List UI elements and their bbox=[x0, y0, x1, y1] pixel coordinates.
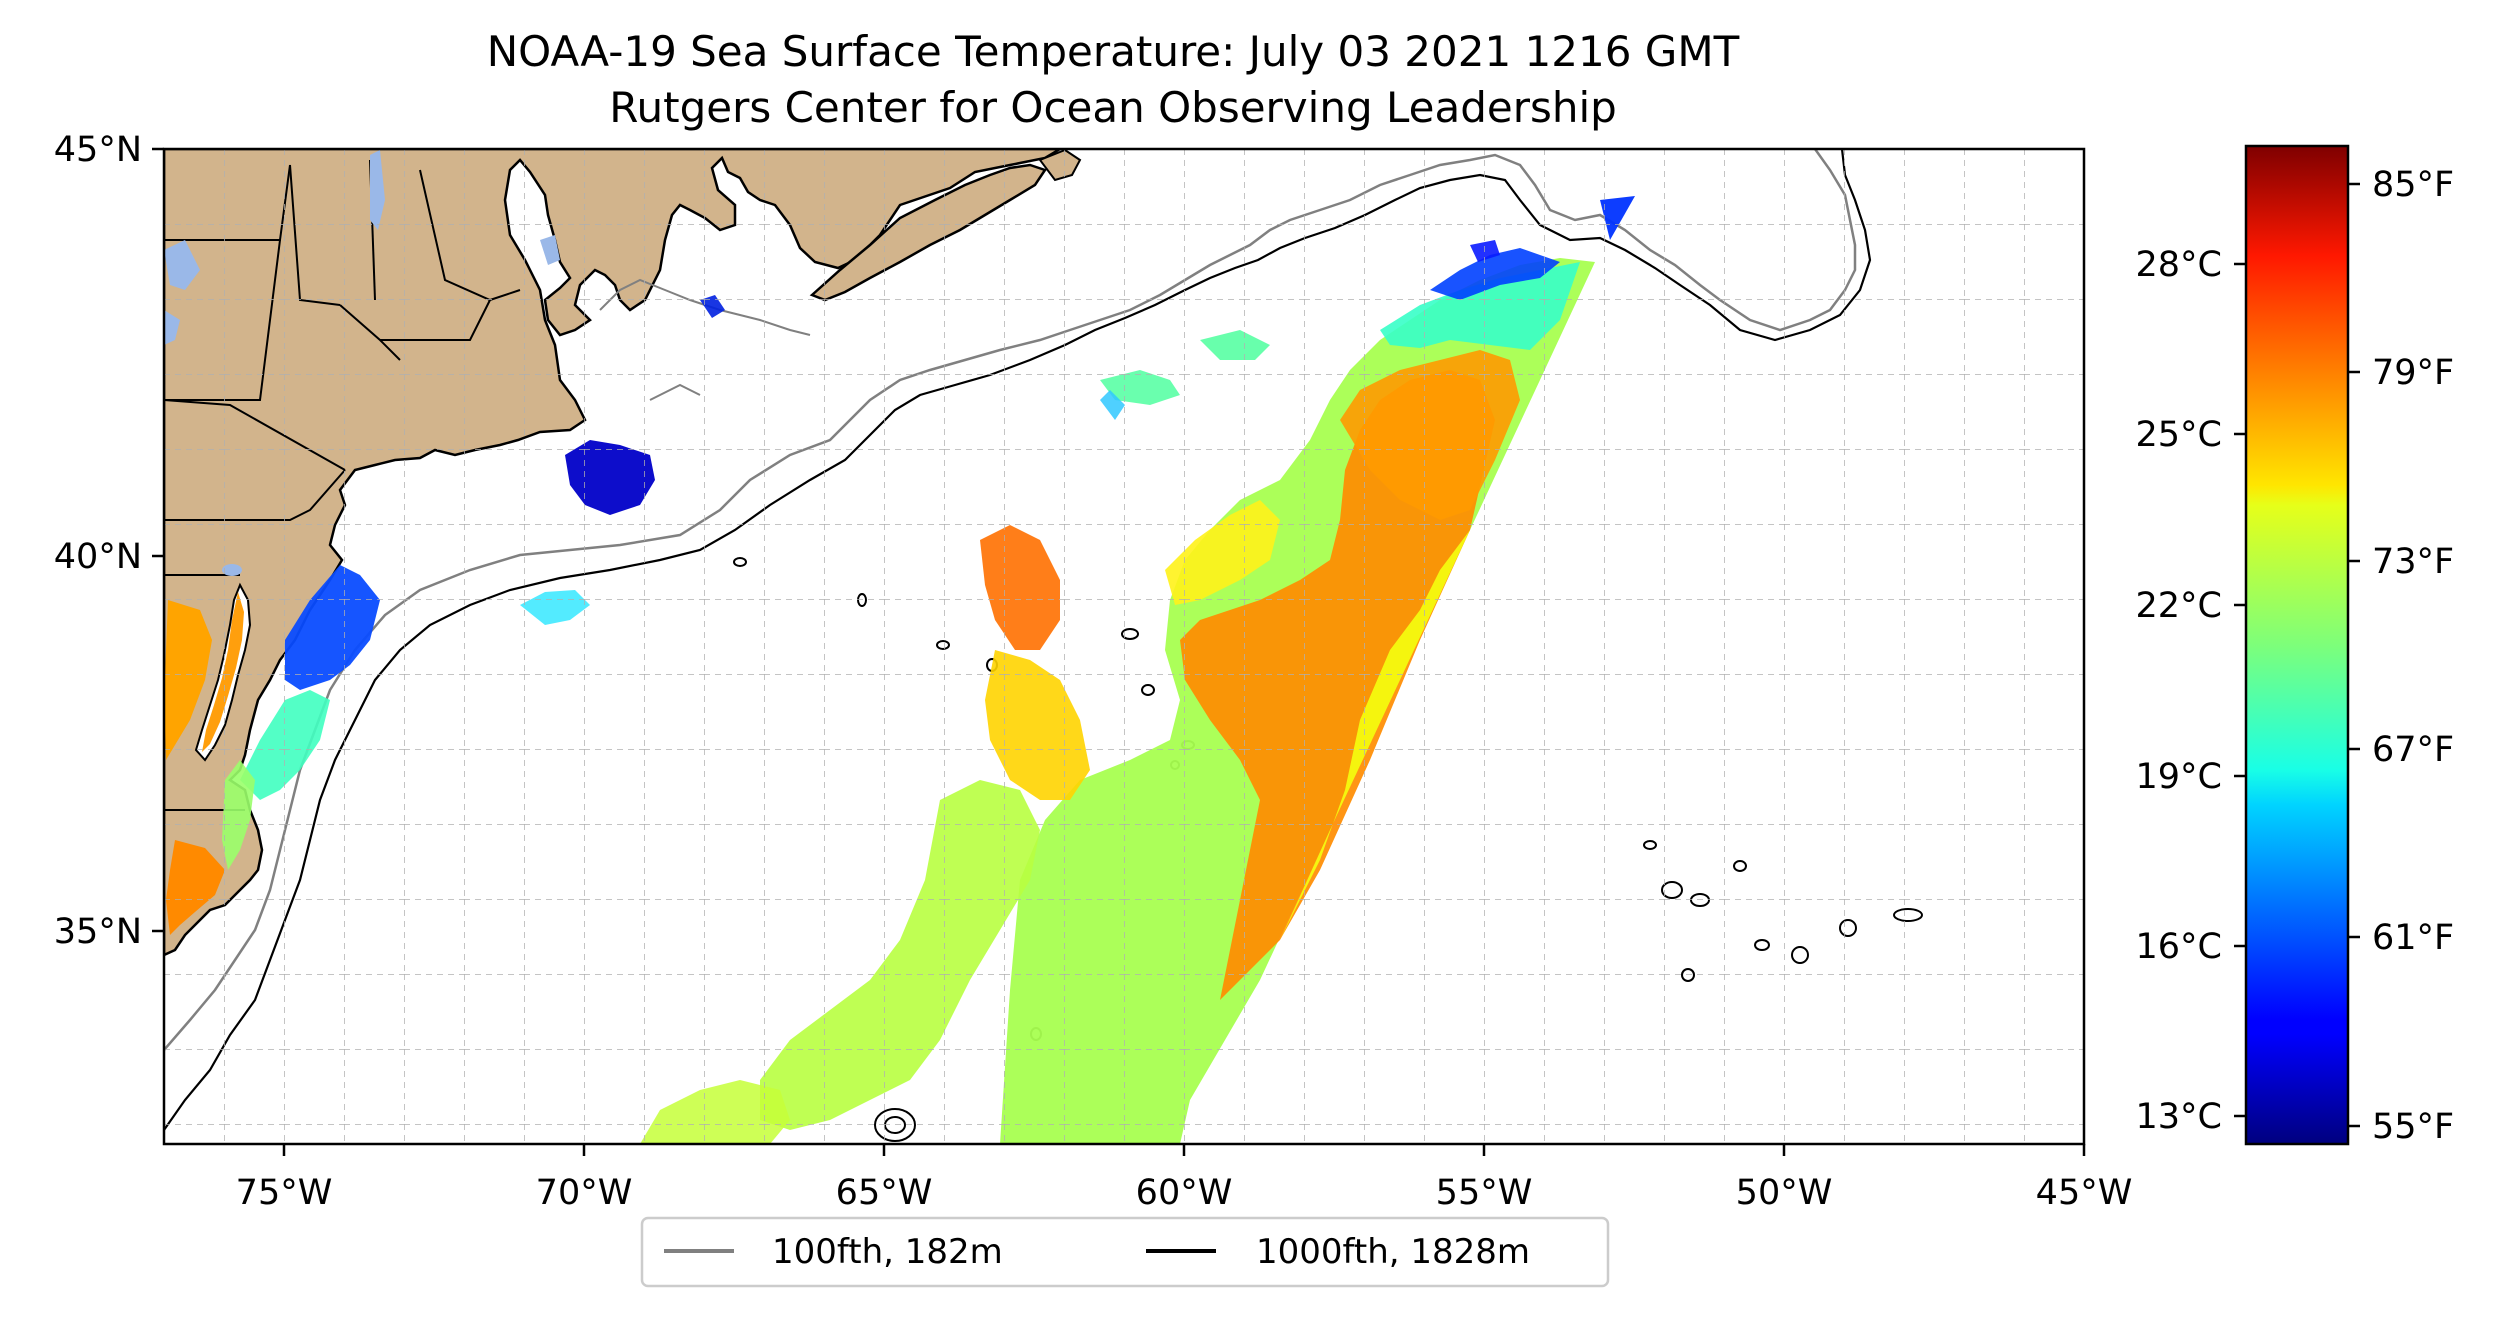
x-tick-label: 65°W bbox=[836, 1173, 933, 1213]
colorbar-fahrenheit-label: 61°F bbox=[2372, 918, 2454, 958]
legend-label-1000fth: 1000fth, 1828m bbox=[1256, 1232, 1530, 1272]
legend: 100fth, 182m 1000fth, 1828m bbox=[640, 1216, 1610, 1288]
x-axis bbox=[282, 1144, 2086, 1156]
x-tick-label: 70°W bbox=[536, 1173, 633, 1213]
colorbar-celsius-label: 28°C bbox=[2136, 245, 2222, 285]
colorbar: 28°C 25°C 22°C 19°C 16°C 13°C 85°F 79°F … bbox=[2136, 144, 2454, 1147]
x-tick-label: 45°W bbox=[2036, 1173, 2133, 1213]
y-tick-label: 40°N bbox=[54, 537, 142, 577]
x-tick-labels: 75°W 70°W 65°W 60°W 55°W 50°W 45°W bbox=[236, 1173, 2133, 1213]
colorbar-fahrenheit-label: 79°F bbox=[2372, 353, 2454, 393]
x-tick-label: 75°W bbox=[236, 1173, 333, 1213]
colorbar-fahrenheit-label: 67°F bbox=[2372, 730, 2454, 770]
map-frame bbox=[162, 147, 2086, 1146]
colorbar-fahrenheit-label: 55°F bbox=[2372, 1107, 2454, 1147]
colorbar-celsius-label: 25°C bbox=[2136, 415, 2222, 455]
chart-title-line1: NOAA-19 Sea Surface Temperature: July 03… bbox=[487, 27, 1740, 76]
colorbar-celsius-label: 22°C bbox=[2136, 586, 2222, 626]
chart-title-line2: Rutgers Center for Ocean Observing Leade… bbox=[609, 83, 1617, 132]
map-panel bbox=[164, 149, 2084, 1144]
y-tick-labels: 45°N 40°N 35°N bbox=[54, 130, 142, 952]
colorbar-celsius-label: 16°C bbox=[2136, 927, 2222, 967]
colorbar-celsius-label: 19°C bbox=[2136, 757, 2222, 797]
x-tick-label: 50°W bbox=[1736, 1173, 1833, 1213]
x-tick-label: 55°W bbox=[1436, 1173, 1533, 1213]
legend-label-100fth: 100fth, 182m bbox=[772, 1232, 1003, 1272]
colorbar-celsius-label: 13°C bbox=[2136, 1097, 2222, 1137]
colorbar-gradient bbox=[2244, 144, 2350, 1146]
colorbar-fahrenheit-label: 85°F bbox=[2372, 165, 2454, 205]
y-axis bbox=[152, 147, 164, 933]
y-tick-label: 45°N bbox=[54, 130, 142, 170]
y-tick-label: 35°N bbox=[54, 912, 142, 952]
legend-box bbox=[640, 1216, 1610, 1288]
colorbar-fahrenheit-label: 73°F bbox=[2372, 542, 2454, 582]
x-tick-label: 60°W bbox=[1136, 1173, 1233, 1213]
